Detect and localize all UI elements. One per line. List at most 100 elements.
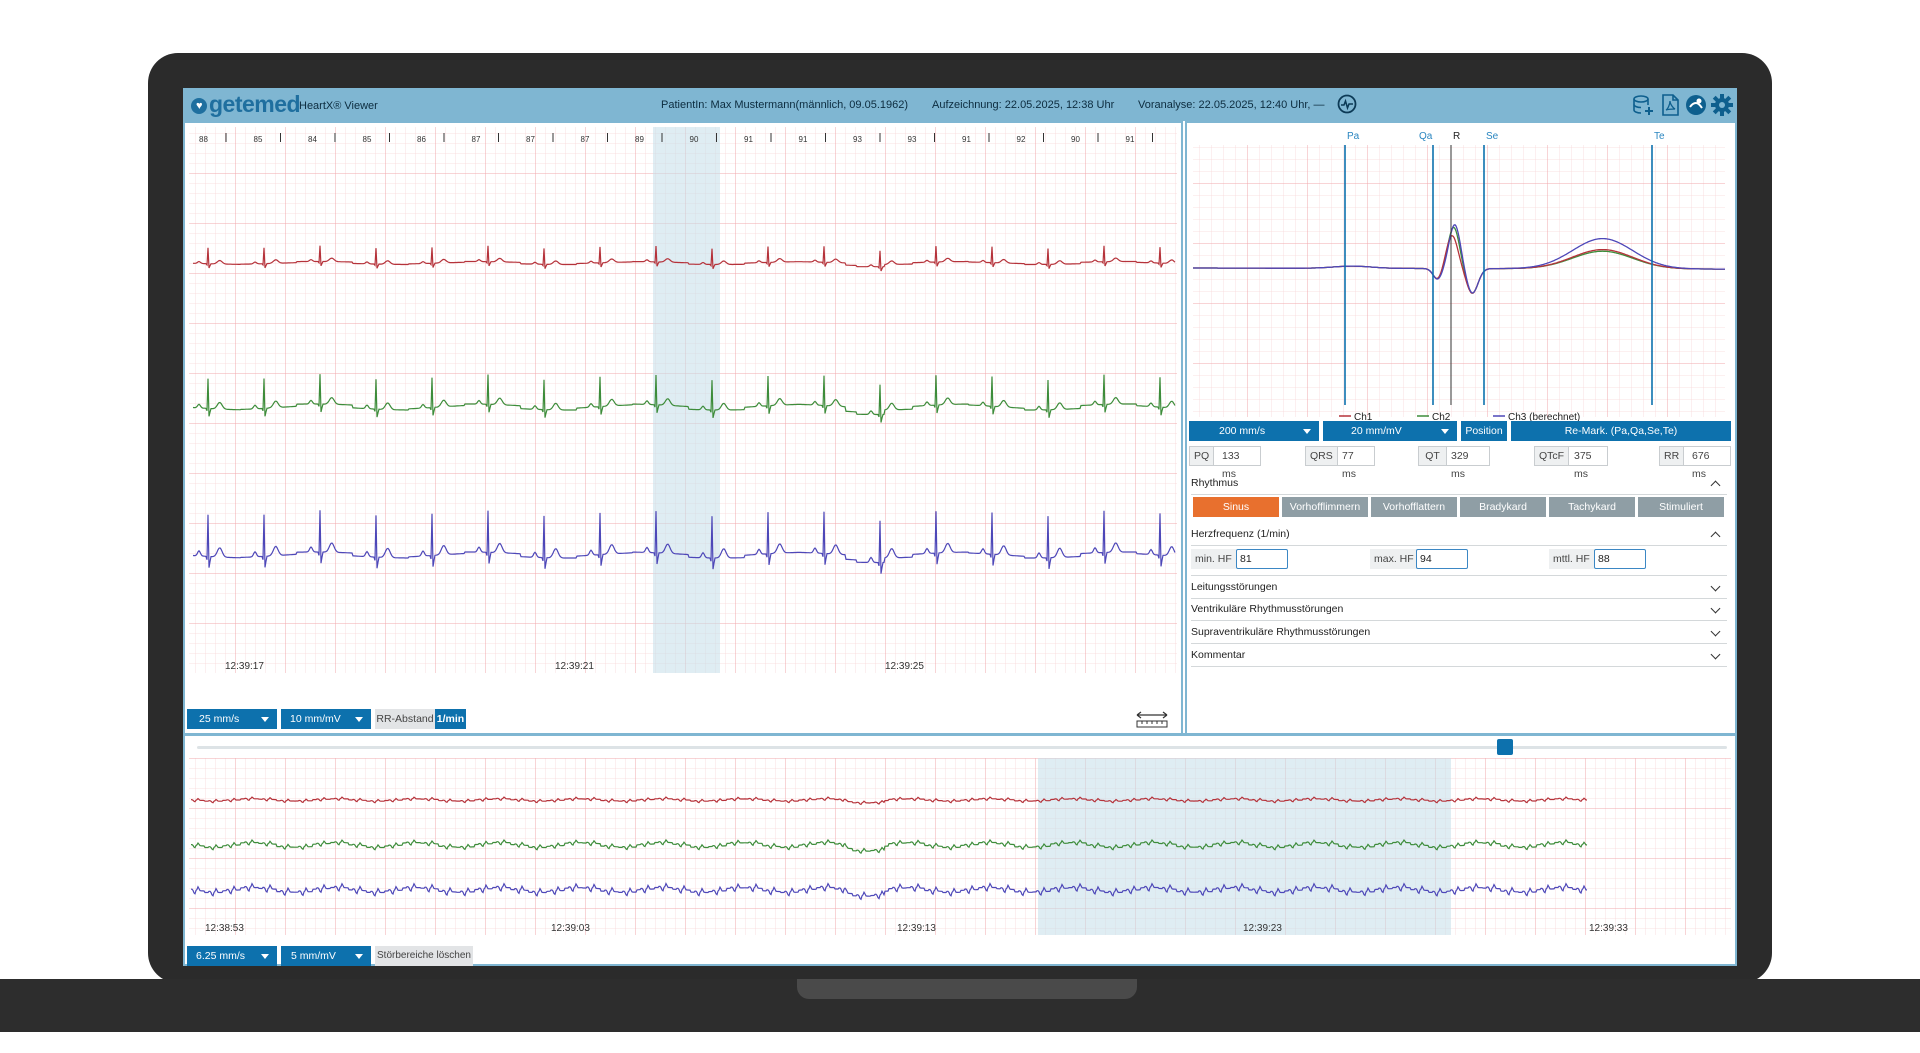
section-supraventrikulaere-label: Supraventrikuläre Rhythmusstörungen (1191, 626, 1371, 638)
hr-value: 88 (199, 135, 208, 144)
patient-info: PatientIn: Max Mustermann(männlich, 09.0… (661, 99, 909, 111)
chevron-up-icon (1710, 480, 1721, 491)
hr-value: 91 (962, 135, 971, 144)
measure-qtcf: QTcF 375 ms (1534, 446, 1608, 480)
overview-panel: 12:38:53 12:39:03 12:39:13 12:39:23 12:39:33… (183, 733, 1737, 966)
app-screen: ♥ getemed HeartX® Viewer PatientIn: Max M… (183, 88, 1737, 966)
remark-button[interactable]: Re-Mark. (Pa,Qa,Se,Te) (1511, 421, 1731, 441)
measure-qtcf-value: 375 ms (1574, 450, 1592, 480)
gear-icon[interactable] (1710, 93, 1734, 117)
rhythm-option-vorhofflimmern[interactable]: Vorhofflimmern (1282, 497, 1368, 517)
wave-markers[interactable]: Pa Qa R Se Te (1344, 131, 1665, 405)
section-leitungsstoerungen-label: Leitungsstörungen (1191, 581, 1278, 593)
average-beat-chart[interactable]: Pa Qa R Se Te Ch1 Ch2 Ch3 (berechnet) (1187, 123, 1735, 423)
time-label: 12:39:17 (225, 661, 264, 672)
marker-label-se: Se (1486, 131, 1499, 142)
marker-label-te: Te (1654, 131, 1665, 142)
app-title: HeartX® Viewer (299, 100, 378, 112)
section-leitungsstoerungen[interactable]: Leitungsstörungen (1191, 575, 1727, 599)
analysis-panel: Pa Qa R Se Te Ch1 Ch2 Ch3 (berechnet) 200 mm/s… (1185, 121, 1737, 735)
section-kommentar[interactable]: Kommentar (1191, 644, 1727, 667)
measure-rr-label: RR (1660, 447, 1685, 465)
rhythm-option-tachykard[interactable]: Tachykard (1549, 497, 1635, 517)
avg-gain-select[interactable]: 20 mm/mV (1323, 421, 1457, 441)
overview-time-label: 12:39:03 (551, 923, 590, 934)
legend-label: Ch1 (1354, 412, 1373, 423)
rhythm-option-stimuliert[interactable]: Stimuliert (1638, 497, 1724, 517)
measure-pq-value: 133 ms (1222, 450, 1240, 480)
measure-qtcf-label: QTcF (1535, 447, 1570, 465)
max-hr-input[interactable]: 94 (1416, 549, 1468, 569)
logo: ♥ getemed (191, 91, 301, 118)
avg-trace-ch3 (1193, 224, 1725, 294)
rr-unit-toggle[interactable]: 1/min (435, 709, 466, 729)
ecg-strip-chart[interactable]: 88 85 84 85 86 87 87 87 89 90 91 91 93 93 91 92 90 91 12:… (185, 123, 1181, 675)
overview-time-label: 12:38:53 (205, 923, 244, 934)
ecg-trace-ch3 (192, 510, 1176, 574)
overview-time-label: 12:39:23 (1243, 923, 1282, 934)
ecg-trace-ch1 (193, 245, 1176, 272)
hr-tick-row: 88 85 84 85 86 87 87 87 89 90 91 91 93 93 91 92 90 91 (199, 133, 1153, 144)
heart-logo-icon: ♥ (191, 98, 207, 114)
overview-window-highlight[interactable] (1038, 758, 1451, 935)
measure-pq: PQ 133 ms (1189, 446, 1261, 480)
overview-trace-ch1 (190, 796, 1588, 806)
database-add-icon[interactable] (1631, 93, 1655, 117)
min-hr-input[interactable]: 81 (1236, 549, 1288, 569)
hr-value: 90 (690, 135, 699, 144)
ecg-search-icon[interactable] (1336, 93, 1360, 117)
chevron-down-icon (1710, 581, 1721, 592)
chevron-up-icon (1710, 531, 1721, 542)
measure-qrs-label: QRS (1306, 447, 1338, 465)
heart-rate-section-header[interactable]: Herzfrequenz (1/min) (1191, 523, 1727, 546)
position-button[interactable]: Position (1461, 421, 1507, 441)
strip-gain-value: 10 mm/mV (290, 713, 341, 725)
overview-trace-ch3 (191, 882, 1588, 901)
marker-label-qa: Qa (1419, 131, 1433, 142)
overview-gain-select[interactable]: 5 mm/mV (281, 946, 371, 966)
hr-value: 91 (744, 135, 753, 144)
laptop-notch (797, 979, 1137, 999)
strip-speed-select[interactable]: 25 mm/s (187, 709, 277, 729)
section-ventrikulaere[interactable]: Ventrikuläre Rhythmusstörungen (1191, 598, 1727, 621)
overview-speed-select[interactable]: 6.25 mm/s (187, 946, 277, 966)
avg-speed-select[interactable]: 200 mm/s (1189, 421, 1319, 441)
average-beat-traces (1193, 224, 1725, 294)
overview-time-labels: 12:38:53 12:39:03 12:39:13 12:39:23 12:39:33 (205, 923, 1628, 934)
preanalysis-info: Voranalyse: 22.05.2025, 12:40 Uhr, — (1138, 99, 1325, 111)
chevron-down-icon (1710, 649, 1721, 660)
hr-value: 93 (853, 135, 862, 144)
clear-noise-button[interactable]: Störbereiche löschen (375, 946, 473, 966)
rhythm-option-bradykard[interactable]: Bradykard (1460, 497, 1546, 517)
ruler-icon[interactable] (1135, 709, 1169, 729)
hr-value: 91 (1126, 135, 1135, 144)
rhythm-section-header[interactable]: Rhythmus (1191, 472, 1727, 495)
section-supraventrikulaere[interactable]: Supraventrikuläre Rhythmusstörungen (1191, 621, 1727, 644)
ecg-trace-ch2 (192, 374, 1176, 423)
overview-traces (190, 796, 1588, 901)
overview-time-label: 12:39:13 (897, 923, 936, 934)
time-label: 12:39:21 (555, 661, 594, 672)
avg-gain-value: 20 mm/mV (1351, 425, 1402, 437)
time-labels: 12:39:17 12:39:21 12:39:25 (225, 661, 924, 672)
user-clinic-icon[interactable] (1684, 93, 1708, 117)
hr-value: 89 (635, 135, 644, 144)
rhythm-option-vorhofflattern[interactable]: Vorhofflattern (1371, 497, 1457, 517)
hr-value: 87 (472, 135, 481, 144)
overview-slider-thumb[interactable] (1497, 739, 1514, 755)
section-ventrikulaere-label: Ventrikuläre Rhythmusstörungen (1191, 603, 1344, 615)
hr-value: 85 (254, 135, 263, 144)
strip-gain-select[interactable]: 10 mm/mV (281, 709, 371, 729)
overview-slider-track[interactable] (197, 746, 1727, 749)
overview-chart[interactable]: 12:38:53 12:39:03 12:39:13 12:39:23 12:39:33 (185, 758, 1735, 941)
avg-hr-input[interactable]: 88 (1594, 549, 1646, 569)
measure-qt-label: QT (1419, 447, 1447, 465)
measure-qt-value: 329 ms (1451, 450, 1469, 480)
pdf-export-icon[interactable] (1658, 93, 1682, 117)
rhythm-title: Rhythmus (1191, 477, 1239, 489)
measure-qt: QT 329 ms (1418, 446, 1490, 480)
rr-distance-toggle[interactable]: RR-Abstand (375, 709, 435, 729)
heart-rate-title: Herzfrequenz (1/min) (1191, 528, 1290, 540)
rhythm-option-sinus[interactable]: Sinus (1193, 497, 1279, 517)
hr-value: 90 (1071, 135, 1080, 144)
